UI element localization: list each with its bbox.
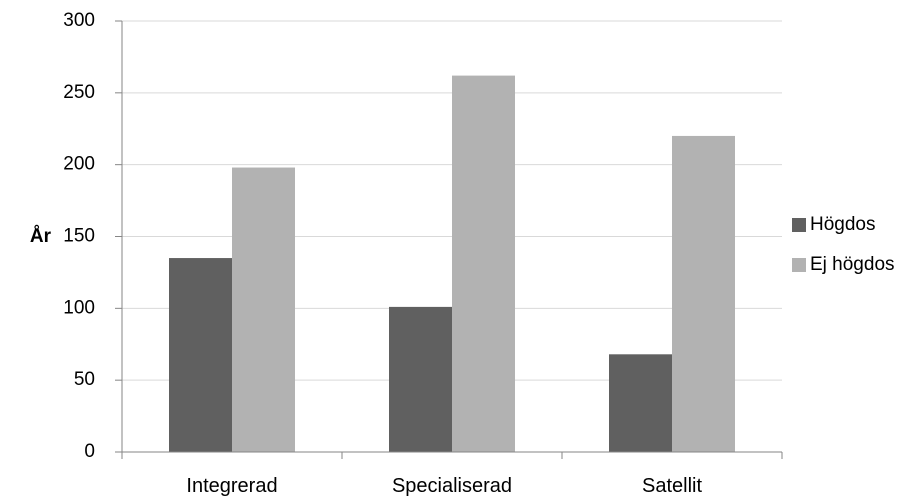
y-tick-label: 0 [84,441,95,462]
y-tick-label: 50 [74,369,95,390]
y-axis-label: År [30,226,52,247]
x-tick-label: Integrerad [186,475,277,497]
y-tick-label: 300 [63,10,95,31]
legend-swatch [792,218,806,232]
y-tick-label: 250 [63,82,95,103]
bar-ej-högdos-satellit [672,135,735,452]
bar-ej-högdos-integrerad [232,167,295,453]
bar-högdos-integrerad [169,258,232,452]
legend: Högdos Ej högdos [792,214,895,275]
y-tick-label: 200 [63,154,95,175]
y-tick-label: 100 [63,297,95,318]
x-tick-label: Specialiserad [392,475,512,497]
legend-label: Ej högdos [810,254,895,275]
y-tick-label: 150 [63,226,95,247]
legend-swatch [792,258,806,272]
y-axis-ticks: 0 50 100 150 200 250 300 [63,10,95,462]
y-axis [115,20,123,453]
bar-ej-högdos-specialiserad [452,75,515,453]
x-axis: Integrerad Specialiserad Satellit [121,451,783,497]
legend-label: Högdos [810,214,876,235]
bar-högdos-specialiserad [389,306,452,452]
x-tick-label: Satellit [642,475,702,497]
bar-högdos-satellit [609,354,672,452]
bars [169,75,735,453]
